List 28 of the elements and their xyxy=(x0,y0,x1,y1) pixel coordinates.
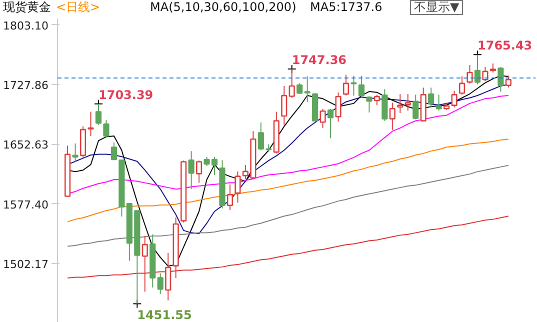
candlestick xyxy=(188,150,194,190)
text: 不显示▼ xyxy=(410,0,464,15)
line-series xyxy=(67,138,509,222)
chart-title: 现货黄金 xyxy=(3,0,51,15)
candlestick xyxy=(397,94,404,114)
y-tick-label: 1502.17 xyxy=(3,258,49,272)
candlestick xyxy=(72,142,78,162)
y-tick-label: 1803.10 xyxy=(3,19,49,32)
text: 1747.36 xyxy=(292,53,347,68)
text: 1451.55 xyxy=(137,308,192,322)
y-tick-label: 1727.86 xyxy=(3,78,49,92)
text: 1765.43 xyxy=(477,38,532,53)
line-series xyxy=(67,164,509,247)
text: MA5:1737.6 xyxy=(310,0,382,15)
text: 1703.39 xyxy=(98,88,154,102)
y-tick-label: 1577.40 xyxy=(3,198,49,212)
candlestick xyxy=(142,235,148,292)
line-series xyxy=(67,216,509,279)
legend-title: MA(5,10,30,60,100,200) xyxy=(150,0,296,15)
chart-subtitle: <日线> xyxy=(56,0,100,15)
candlestick xyxy=(172,216,179,279)
candlestick xyxy=(150,234,156,288)
candlestick xyxy=(88,111,94,136)
candlestick xyxy=(389,102,396,130)
candlestick xyxy=(304,76,310,103)
y-tick-label: 1652.63 xyxy=(3,138,49,152)
candlestick xyxy=(281,85,288,126)
candlestick xyxy=(165,252,172,301)
